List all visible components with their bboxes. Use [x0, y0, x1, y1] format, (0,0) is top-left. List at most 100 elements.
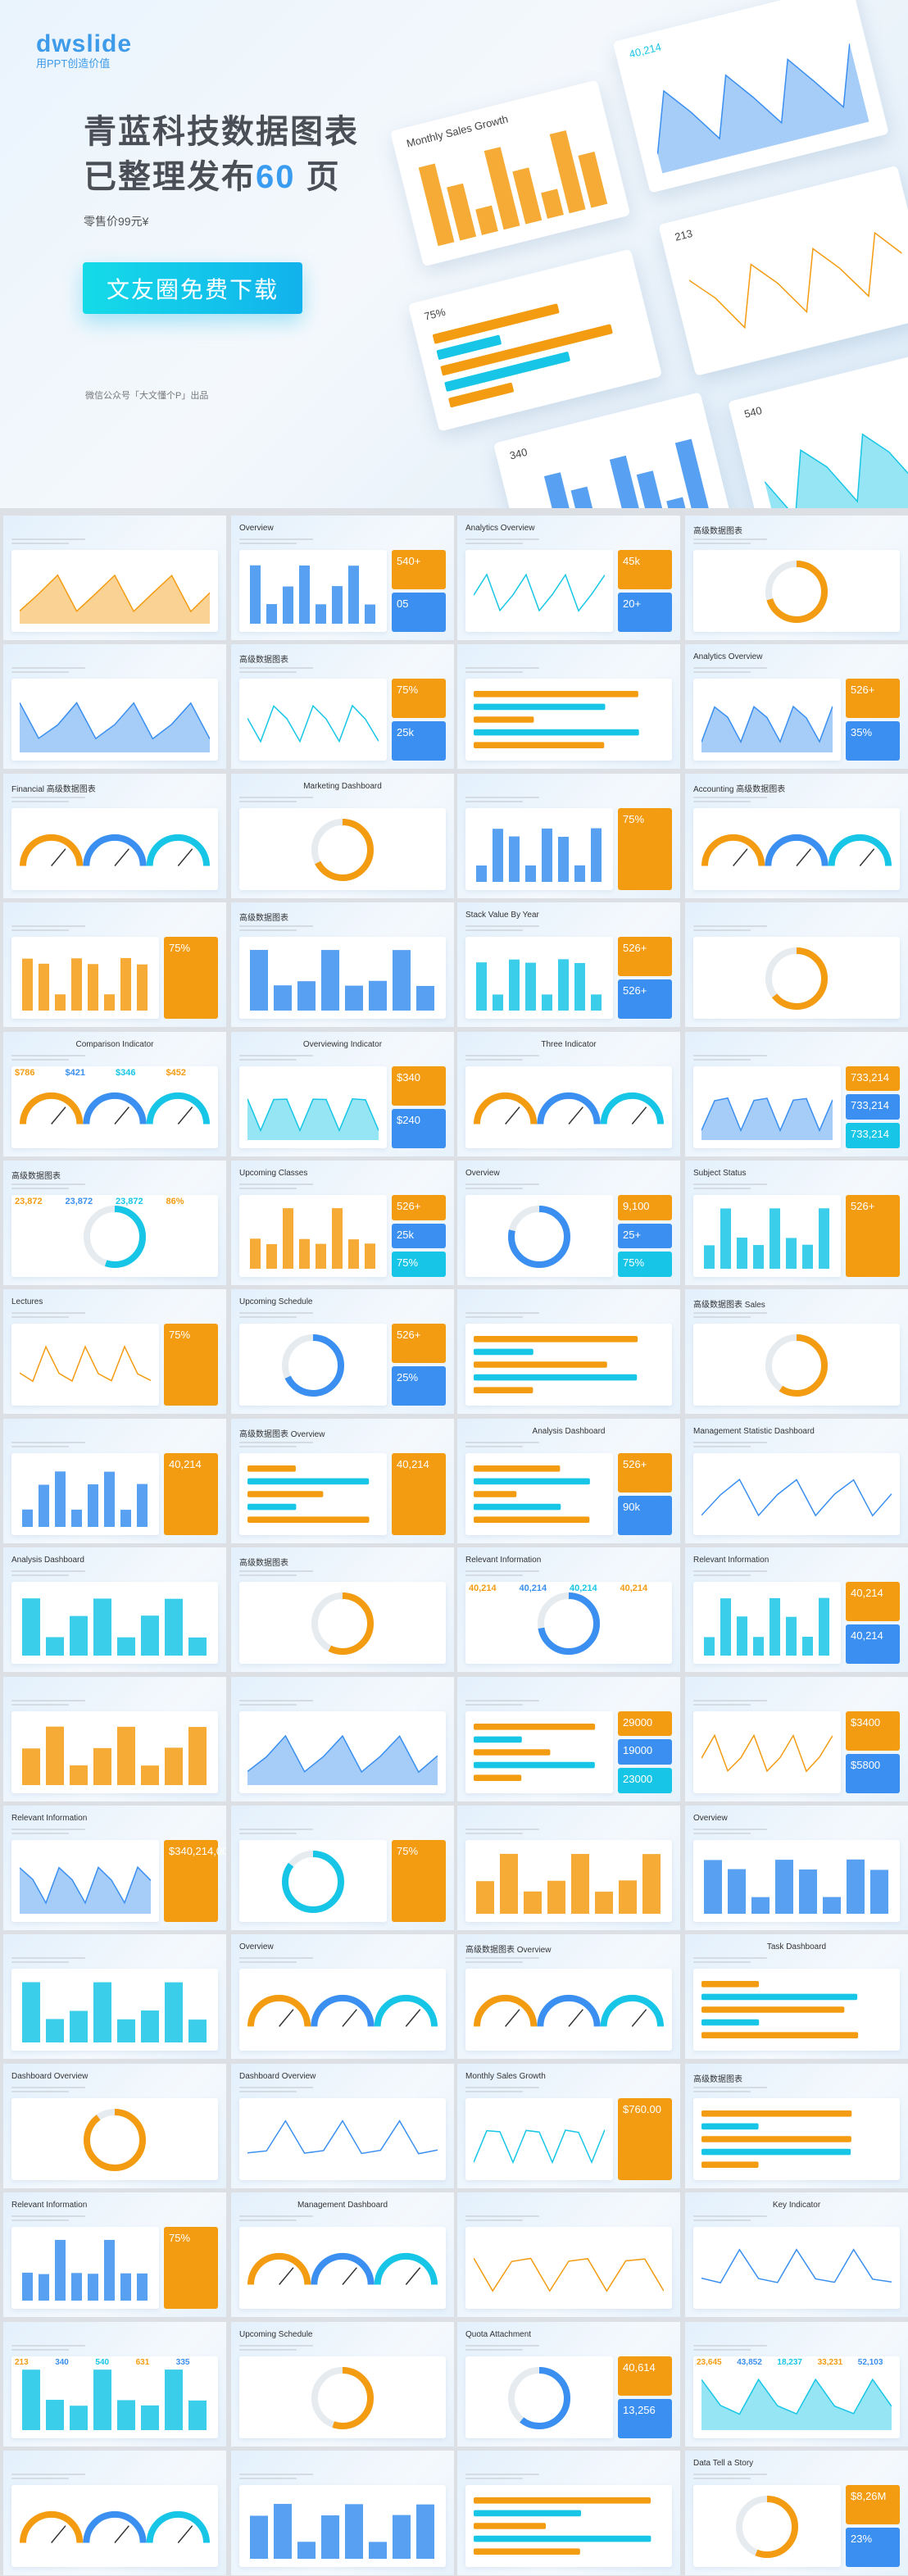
- slide-thumbnail[interactable]: Upcoming Classes 526+ 25k 75%: [231, 1161, 454, 1285]
- slide-thumbnail[interactable]: Key Indicator: [685, 2192, 908, 2318]
- text-placeholder: [239, 1570, 313, 1573]
- bar: [120, 2273, 131, 2301]
- slide-thumbnail[interactable]: 高级数据图表: [685, 516, 908, 640]
- slide-thumbnail[interactable]: Dashboard Overview: [231, 2063, 454, 2188]
- slide-thumbnail[interactable]: [3, 1934, 226, 2060]
- slide-thumbnail[interactable]: Relevant Information 40,214 40,214 40,214 40…: [457, 1547, 680, 1673]
- chart-panel: [11, 2356, 218, 2438]
- slide-thumbnail[interactable]: Upcoming Schedule 526+ 25%: [231, 1289, 454, 1415]
- series-line: [247, 704, 379, 743]
- slide-thumbnail[interactable]: Subject Status 526+: [685, 1161, 908, 1285]
- slide-thumbnail[interactable]: [231, 1676, 454, 1801]
- slide-thumbnail[interactable]: [3, 516, 226, 640]
- montage-slide: 540: [728, 342, 908, 508]
- slide-thumbnail[interactable]: 75%: [457, 773, 680, 898]
- line-chart: [20, 1345, 151, 1383]
- stat-card: 526+: [392, 1324, 446, 1364]
- slide-thumbnail[interactable]: $3400 $5800: [685, 1676, 908, 1801]
- bar: [104, 2240, 115, 2301]
- slide-thumbnail[interactable]: 高级数据图表 Overview 40,214: [231, 1418, 454, 1543]
- slide-thumbnail[interactable]: Relevant Information 40,214 40,214: [685, 1547, 908, 1673]
- slide-thumbnail[interactable]: Financial 高级数据图表: [3, 773, 226, 898]
- chart-panel: [11, 1582, 218, 1665]
- slide-thumbnail[interactable]: Lectures 75%: [3, 1289, 226, 1415]
- slide-title: Analytics Overview: [465, 524, 535, 533]
- slide-thumbnail[interactable]: 高级数据图表 Sales: [685, 1289, 908, 1415]
- slide-thumbnail[interactable]: 高级数据图表: [231, 902, 454, 1028]
- slide-thumbnail[interactable]: Data Tell a Story $8,26M 23%: [685, 2451, 908, 2575]
- bar: [476, 1881, 494, 1914]
- slide-title: Accounting 高级数据图表: [693, 784, 786, 794]
- slide-thumbnail[interactable]: [457, 644, 680, 770]
- slide-thumbnail[interactable]: Relevant Information 75%: [3, 2192, 226, 2318]
- slide-thumbnail[interactable]: 23,645 43,852 18,237 33,231 52,103: [685, 2321, 908, 2447]
- chart-panel: [693, 1969, 900, 2051]
- slide-thumbnail[interactable]: 29000 19000 23000: [457, 1676, 680, 1801]
- slide-thumbnail[interactable]: 213 340 540 631 335: [3, 2321, 226, 2447]
- slide-thumbnail[interactable]: 75%: [3, 902, 226, 1028]
- gauge-needle: [279, 2009, 294, 2028]
- text-placeholder: [11, 667, 85, 670]
- slide-thumbnail[interactable]: [685, 902, 908, 1028]
- slide-thumbnail[interactable]: Overview: [231, 1934, 454, 2060]
- slide-thumbnail[interactable]: [457, 2451, 680, 2575]
- slide-thumbnail[interactable]: [3, 1676, 226, 1801]
- slide-thumbnail[interactable]: 高级数据图表 23,872 23,872 23,872 86%: [3, 1161, 226, 1285]
- slide-thumbnail[interactable]: Analysis Dashboard 526+ 90k: [457, 1418, 680, 1543]
- slide-thumbnail[interactable]: Management Dashboard: [231, 2192, 454, 2318]
- slide-thumbnail[interactable]: Task Dashboard: [685, 1934, 908, 2060]
- slide-thumbnail[interactable]: 高级数据图表: [231, 1547, 454, 1673]
- slide-thumbnail[interactable]: Overview: [685, 1806, 908, 1930]
- stat-value: 75%: [623, 812, 645, 825]
- slide-thumbnail[interactable]: Monthly Sales Growth $760.00: [457, 2063, 680, 2188]
- slide-thumbnail[interactable]: Comparison Indicator $786 $421 $346 $452: [3, 1031, 226, 1156]
- donut-segment: [765, 1334, 828, 1397]
- bar: [22, 958, 33, 1011]
- slide-thumbnail[interactable]: Quota Attachment 40,614 13,256: [457, 2321, 680, 2447]
- slide-thumbnail[interactable]: [231, 2451, 454, 2575]
- slide-thumbnail[interactable]: Relevant Information $340,214,000: [3, 1806, 226, 1930]
- slide-thumbnail[interactable]: Three Indicator: [457, 1031, 680, 1156]
- slide-thumbnail[interactable]: 733,214 733,214 733,214: [685, 1031, 908, 1156]
- slide-thumbnail[interactable]: [457, 1806, 680, 1930]
- gauge-needle: [796, 848, 811, 866]
- slide-title: 高级数据图表: [693, 527, 742, 536]
- slide-thumbnail[interactable]: Management Statistic Dashboard: [685, 1418, 908, 1543]
- slide-thumbnail[interactable]: Analytics Overview 45k 20+: [457, 516, 680, 640]
- text-placeholder: [465, 1570, 539, 1573]
- text-placeholder: [239, 1703, 297, 1706]
- slide-thumbnail[interactable]: Analysis Dashboard: [3, 1547, 226, 1673]
- line-chart: [701, 1733, 833, 1773]
- stat-value: 23,645: [697, 2357, 722, 2367]
- slide-thumbnail[interactable]: Stack Value By Year 526+ 526+: [457, 902, 680, 1028]
- stat-card: 29000: [618, 1711, 672, 1737]
- area-chart: [701, 2378, 892, 2430]
- bars-chart: [543, 438, 711, 508]
- series-line: [474, 2257, 664, 2292]
- text-placeholder: [11, 538, 85, 540]
- slide-thumbnail[interactable]: Overview 540+ 05: [231, 516, 454, 640]
- slide-thumbnail[interactable]: Dashboard Overview: [3, 2063, 226, 2188]
- slide-title: Three Indicator: [541, 1039, 597, 1049]
- gauge-arc: [247, 1995, 311, 2028]
- download-button[interactable]: 文友圈免费下载: [83, 262, 302, 314]
- slide-thumbnail[interactable]: [3, 2451, 226, 2575]
- slide-thumbnail[interactable]: [457, 1289, 680, 1415]
- slide-thumbnail[interactable]: 高级数据图表: [685, 2063, 908, 2188]
- slide-thumbnail[interactable]: Accounting 高级数据图表: [685, 773, 908, 898]
- slide-thumbnail[interactable]: 高级数据图表 Overview: [457, 1934, 680, 2060]
- slide-thumbnail[interactable]: 40,214: [3, 1418, 226, 1543]
- stat-value: 40,214: [851, 1587, 883, 1600]
- slide-thumbnail[interactable]: [457, 2192, 680, 2318]
- bar: [70, 1765, 88, 1785]
- slide-thumbnail[interactable]: [3, 644, 226, 770]
- slide-thumbnail[interactable]: 高级数据图表 75% 25k: [231, 644, 454, 770]
- gauge-arc: [828, 834, 892, 866]
- text-placeholder: [11, 929, 69, 932]
- slide-thumbnail[interactable]: Analytics Overview 526+ 35%: [685, 644, 908, 770]
- slide-thumbnail[interactable]: Overviewing Indicator $340 $240: [231, 1031, 454, 1156]
- slide-thumbnail[interactable]: Marketing Dashboard: [231, 773, 454, 898]
- slide-thumbnail[interactable]: Upcoming Schedule: [231, 2321, 454, 2447]
- slide-thumbnail[interactable]: Overview 9,100 25+ 75%: [457, 1161, 680, 1285]
- slide-thumbnail[interactable]: 75%: [231, 1806, 454, 1930]
